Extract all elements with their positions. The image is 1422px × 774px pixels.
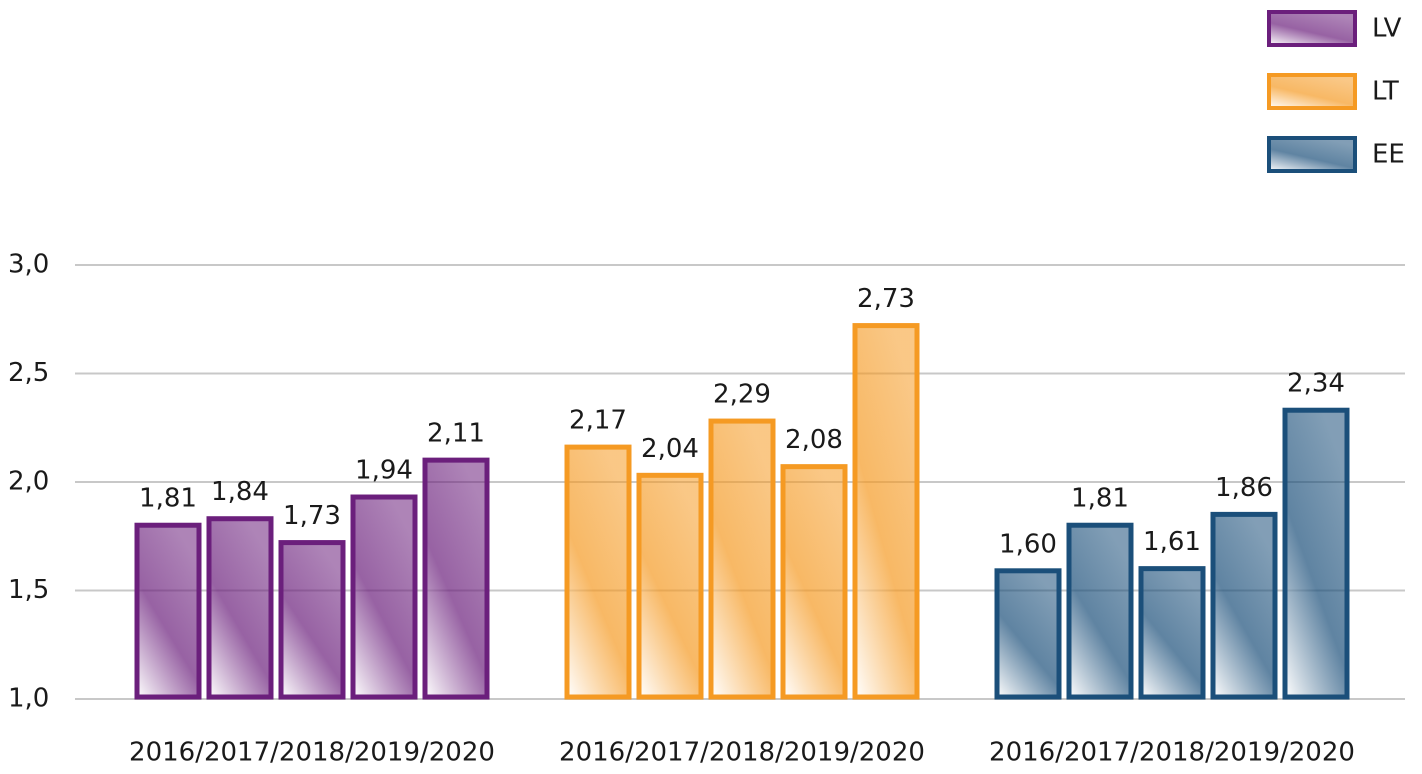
value-label: 2,17 xyxy=(569,406,627,436)
x-tick-label: 2016/2017/2018/2019/2020 xyxy=(129,738,495,768)
value-label: 1,94 xyxy=(355,456,413,486)
value-label: 2,08 xyxy=(785,425,843,455)
bar xyxy=(350,494,418,700)
legend-swatch xyxy=(1267,10,1357,47)
value-label: 2,11 xyxy=(427,419,485,449)
bar xyxy=(780,464,848,700)
value-label: 2,73 xyxy=(857,284,915,314)
x-tick-label: 2016/2017/2018/2019/2020 xyxy=(559,738,925,768)
value-label: 1,60 xyxy=(999,529,1057,559)
x-tick-label: 2016/2017/2018/2019/2020 xyxy=(989,738,1355,768)
bar xyxy=(278,540,346,700)
value-label: 1,81 xyxy=(139,484,197,514)
bar xyxy=(564,444,632,700)
bar xyxy=(1282,407,1350,700)
legend-swatch xyxy=(1267,136,1357,173)
value-label: 2,29 xyxy=(713,380,771,410)
value-label: 1,86 xyxy=(1215,473,1273,503)
bar xyxy=(1210,511,1278,700)
y-tick-label: 1,0 xyxy=(8,684,49,714)
bar xyxy=(206,516,274,700)
legend-label: LV xyxy=(1372,14,1402,44)
y-tick-label: 2,0 xyxy=(8,467,49,497)
bar xyxy=(708,418,776,700)
y-tick-label: 1,5 xyxy=(8,575,49,605)
y-tick-label: 3,0 xyxy=(8,250,49,280)
bar xyxy=(1066,522,1134,700)
bar xyxy=(994,568,1062,700)
value-label: 2,34 xyxy=(1287,369,1345,399)
value-label: 2,04 xyxy=(641,434,699,464)
bar xyxy=(134,522,202,700)
legend-swatch xyxy=(1267,73,1357,110)
bar xyxy=(1138,566,1206,700)
value-label: 1,81 xyxy=(1071,484,1129,514)
legend-label: EE xyxy=(1372,140,1405,170)
value-label: 1,84 xyxy=(211,477,269,507)
legend-label: LT xyxy=(1372,77,1399,107)
y-tick-label: 2,5 xyxy=(8,358,49,388)
bar xyxy=(636,472,704,700)
value-label: 1,73 xyxy=(283,501,341,531)
bar xyxy=(852,323,920,700)
bar xyxy=(422,457,490,700)
value-label: 1,61 xyxy=(1143,527,1201,557)
